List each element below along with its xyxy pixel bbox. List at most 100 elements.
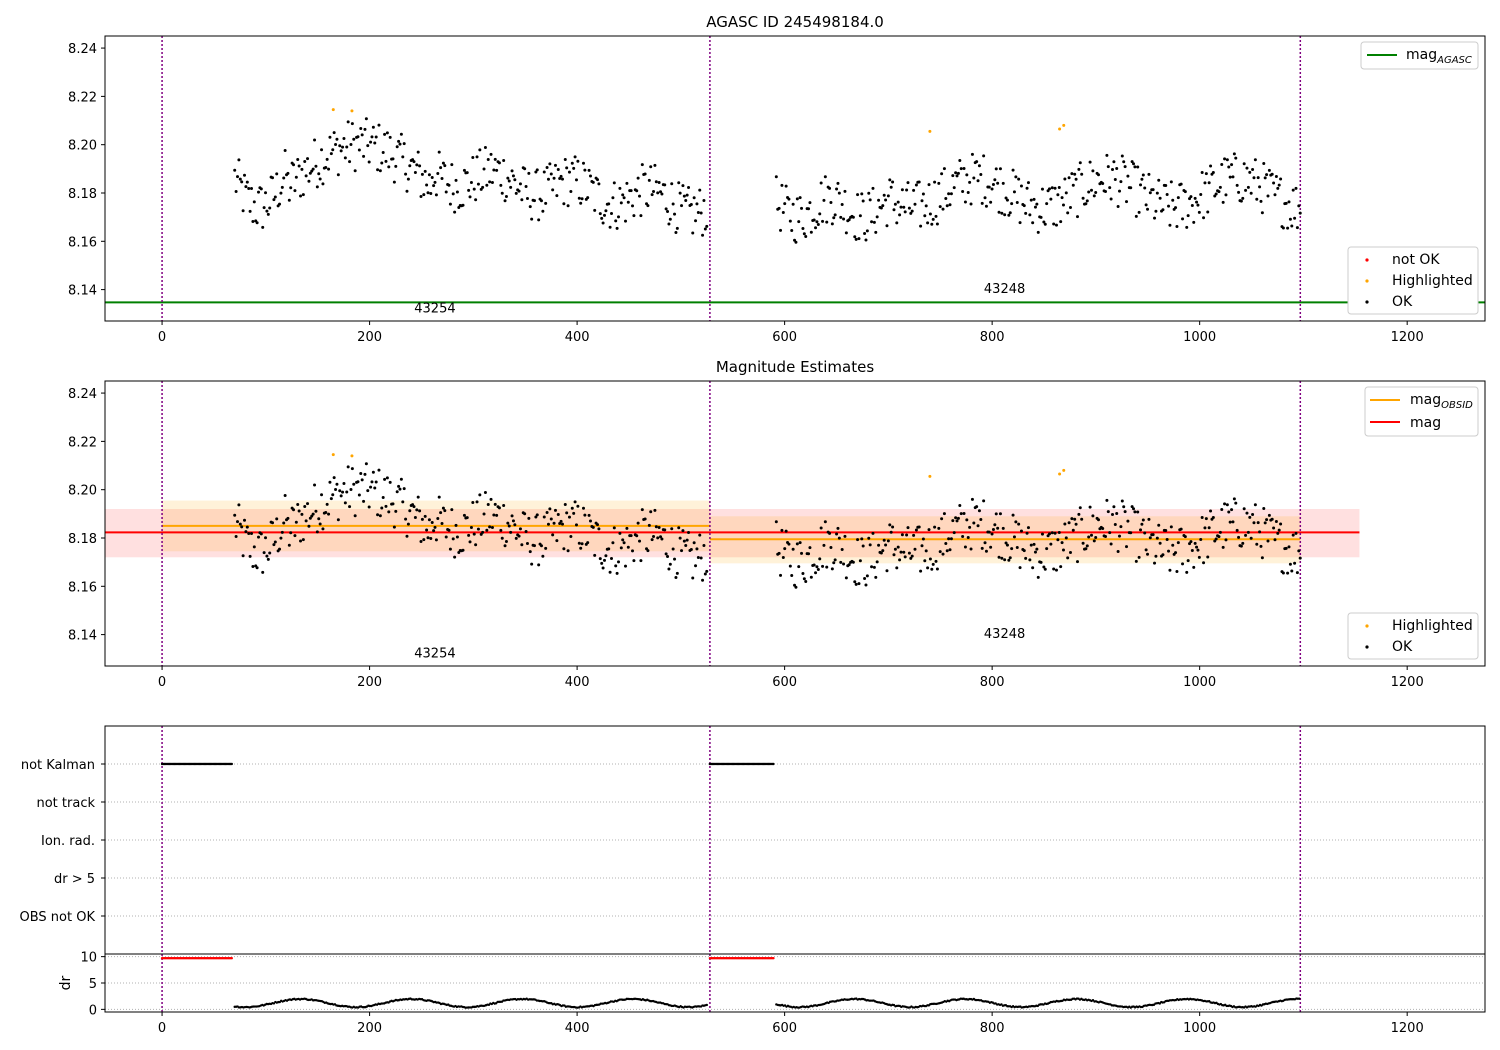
point-ok xyxy=(600,561,604,565)
point-ok xyxy=(391,157,395,161)
point-ok xyxy=(420,517,424,521)
point-ok xyxy=(1206,210,1210,214)
point-ok xyxy=(975,505,979,509)
point-ok xyxy=(405,189,409,193)
point-ok xyxy=(412,160,416,164)
point-ok xyxy=(705,569,709,573)
point-ok xyxy=(947,537,951,541)
point-ok xyxy=(475,155,479,159)
point-ok xyxy=(289,531,293,535)
point-ok xyxy=(593,208,597,212)
point-ok xyxy=(525,541,529,545)
point-ok xyxy=(836,181,840,185)
point-ok xyxy=(259,187,263,191)
point-ok xyxy=(353,169,357,173)
point-ok xyxy=(1120,154,1124,158)
point-ok xyxy=(527,516,531,520)
point-ok xyxy=(1287,545,1291,549)
dr-x-tick-label: 400 xyxy=(565,1021,590,1036)
point-ok xyxy=(356,480,360,484)
y-tick-label: 8.24 xyxy=(68,387,97,402)
point-highlighted xyxy=(350,454,354,458)
dr-y-tick-label: 5 xyxy=(89,977,97,992)
point-highlighted xyxy=(928,474,932,478)
point-ok xyxy=(930,567,934,571)
point-ok xyxy=(919,224,923,228)
point-ok xyxy=(695,202,699,206)
point-ok xyxy=(1161,208,1165,212)
point-ok xyxy=(1000,211,1004,215)
point-ok xyxy=(907,551,911,555)
point-ok xyxy=(780,528,784,532)
point-ok xyxy=(1255,197,1259,201)
y-tick-label: 8.24 xyxy=(68,42,97,57)
point-ok xyxy=(667,567,671,571)
point-ok xyxy=(1223,502,1227,506)
point-ok xyxy=(1253,158,1257,162)
point-ok xyxy=(691,231,695,235)
point-ok xyxy=(1270,517,1274,521)
point-ok xyxy=(369,485,373,489)
point-ok xyxy=(1237,190,1241,194)
point-ok xyxy=(429,537,433,541)
point-ok xyxy=(552,176,556,180)
legend-mag-obsid-sub: OBSID xyxy=(1441,400,1473,411)
point-ok xyxy=(1169,180,1173,184)
point-ok xyxy=(1260,211,1264,215)
point-ok xyxy=(426,536,430,540)
point-ok xyxy=(1085,544,1089,548)
point-ok xyxy=(989,545,993,549)
point-ok xyxy=(625,526,629,530)
point-ok xyxy=(570,161,574,165)
svg-text:magOBSID: magOBSID xyxy=(1410,392,1473,411)
point-ok xyxy=(250,186,254,190)
point-ok xyxy=(1074,177,1078,181)
point-ok xyxy=(600,216,604,220)
point-ok xyxy=(454,523,458,527)
point-ok xyxy=(371,470,375,474)
point-ok xyxy=(597,527,601,531)
point-ok xyxy=(1197,555,1201,559)
point-ok xyxy=(1043,222,1047,226)
point-ok xyxy=(357,148,361,152)
point-ok xyxy=(816,223,820,227)
point-ok xyxy=(1123,165,1127,169)
point-ok xyxy=(346,465,350,469)
point-ok xyxy=(1130,505,1134,509)
point-ok xyxy=(425,183,429,187)
point-ok xyxy=(689,547,693,551)
point-ok xyxy=(1255,542,1259,546)
point-ok xyxy=(872,565,876,569)
point-ok xyxy=(362,154,366,158)
point-ok xyxy=(882,193,886,197)
panel-estimates-frame xyxy=(104,380,1486,667)
point-ok xyxy=(858,559,862,563)
point-ok xyxy=(1053,531,1057,535)
point-ok xyxy=(1000,556,1004,560)
point-ok xyxy=(685,538,689,542)
point-ok xyxy=(1251,168,1255,172)
point-ok xyxy=(1228,520,1232,524)
point-ok xyxy=(1049,542,1053,546)
point-ok xyxy=(286,516,290,520)
point-ok xyxy=(804,579,808,583)
point-ok xyxy=(271,176,275,180)
point-ok xyxy=(996,181,1000,185)
point-ok xyxy=(1242,162,1246,166)
point-ok xyxy=(668,562,672,566)
point-ok xyxy=(581,161,585,165)
point-ok xyxy=(1105,498,1109,502)
point-ok xyxy=(395,145,399,149)
point-ok xyxy=(919,569,923,573)
legend-mag-agasc-sub: AGASC xyxy=(1436,55,1472,66)
point-ok xyxy=(1279,522,1283,526)
point-ok xyxy=(430,520,434,524)
point-ok xyxy=(535,513,539,517)
point-ok xyxy=(638,194,642,198)
point-ok xyxy=(399,132,403,136)
point-ok xyxy=(920,199,924,203)
point-ok xyxy=(560,522,564,526)
point-ok xyxy=(1089,533,1093,537)
point-ok xyxy=(795,542,799,546)
point-ok xyxy=(1140,177,1144,181)
